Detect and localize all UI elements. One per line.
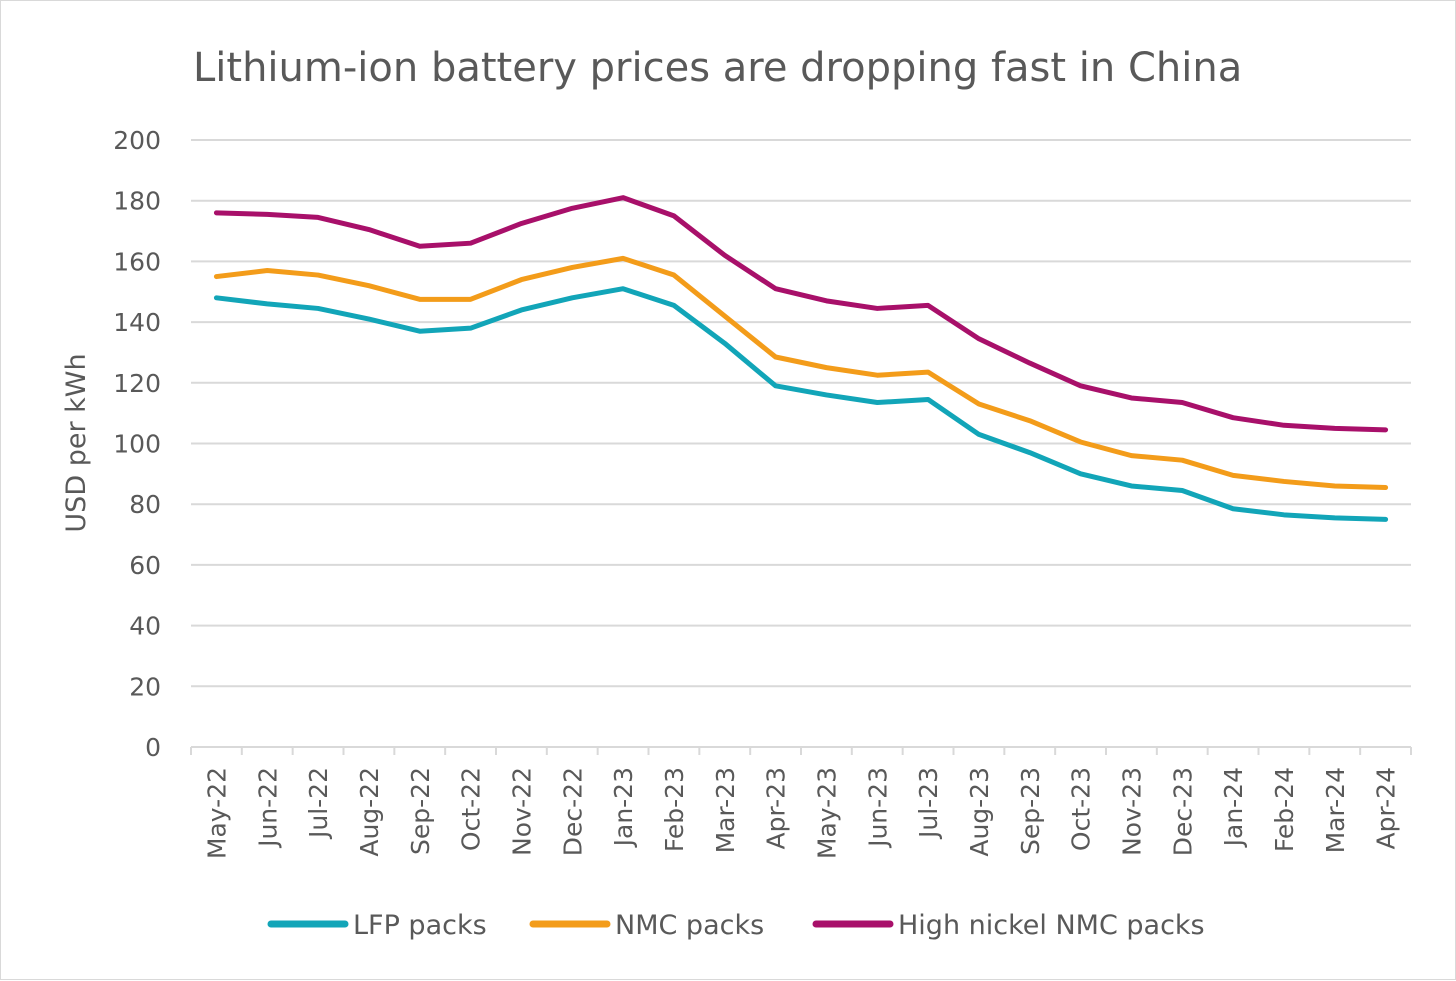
legend-label-high-nickel-nmc-packs: High nickel NMC packs [898,910,1205,941]
x-tick-label: Sep-22 [406,767,435,855]
y-tick-label: 120 [113,369,161,398]
y-tick-label: 140 [113,308,161,337]
y-tick-label: 100 [113,430,161,459]
y-tick-label: 200 [113,126,161,155]
x-tick-label: Dec-22 [558,767,587,856]
x-axis-ticks: May-22 Jun-22 Jul-22 Aug-22 Sep-22 Oct-22 Nov-… [202,767,1400,859]
x-tick-label: Nov-22 [507,767,536,856]
y-tick-label: 80 [129,490,161,519]
y-tick-label: 160 [113,247,161,276]
x-tick-label: Mar-23 [711,767,740,853]
x-tick-label: Feb-24 [1270,767,1299,852]
x-tick-label: Aug-23 [965,767,994,857]
x-tick-label: May-23 [812,767,841,859]
x-axis [190,746,1412,755]
chart-title: Lithium-ion battery prices are dropping … [193,45,1242,91]
x-tick-label: Feb-23 [660,767,689,852]
x-tick-label: May-22 [202,767,231,859]
x-tick-label: Oct-23 [1067,767,1096,851]
y-tick-label: 20 [129,672,161,701]
y-tick-label: 0 [145,733,161,762]
y-axis-ticks: 0 20 40 60 80 100 120 140 160 180 200 [113,126,161,762]
x-tick-label: Jan-24 [1219,767,1248,848]
x-tick-label: Jul-23 [914,767,943,840]
series-line-nmc-packs [213,255,1389,491]
x-tick-label: Apr-23 [762,767,791,849]
x-tick-label: Jan-23 [609,767,638,848]
series-line-high-nickel-nmc-packs [213,195,1389,433]
x-tick-label: Oct-22 [457,767,486,851]
y-tick-label: 180 [113,187,161,216]
y-axis-label: USD per kWh [61,353,92,532]
legend-label-nmc-packs: NMC packs [615,910,764,941]
series-lines [213,195,1389,522]
x-tick-label: Apr-24 [1372,767,1401,849]
x-tick-label: Jun-23 [863,767,892,849]
y-tick-label: 60 [129,551,161,580]
x-tick-label: Jul-22 [304,767,333,840]
y-tick-label: 40 [129,612,161,641]
legend: LFP packs NMC packs High nickel NMC packs [267,910,1205,941]
x-tick-label: Mar-24 [1321,767,1350,853]
x-tick-label: Sep-23 [1016,767,1045,855]
x-tick-label: Jun-22 [253,767,282,849]
legend-label-lfp-packs: LFP packs [353,910,487,941]
x-tick-label: Dec-23 [1168,767,1197,856]
x-tick-label: Aug-22 [355,767,384,857]
x-tick-label: Nov-23 [1117,767,1146,856]
series-line-lfp-packs [213,286,1389,522]
gridlines [191,139,1411,688]
